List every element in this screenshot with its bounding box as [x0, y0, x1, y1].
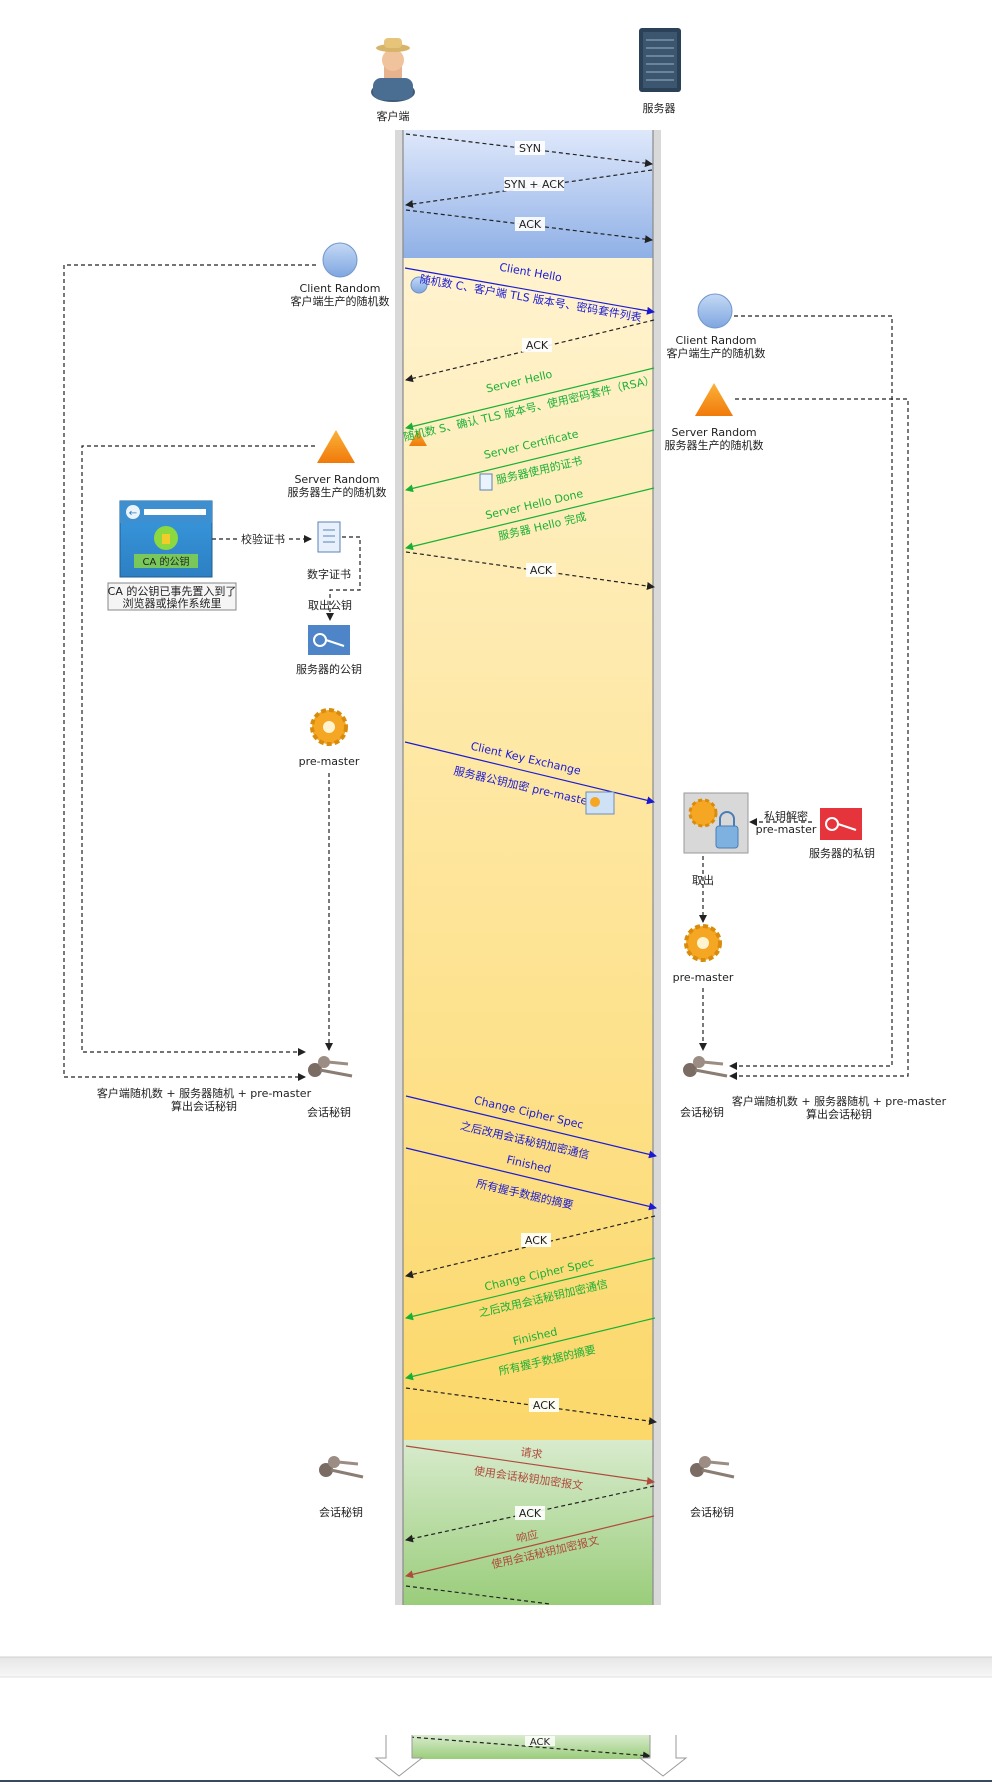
left-premaster-label: pre-master [299, 755, 360, 768]
app-phase-band [403, 1440, 653, 1605]
extract-pubkey-label: 取出公钥 [308, 598, 352, 612]
server-random-token-icon [409, 430, 427, 446]
right-app-session-key-label: 会话秘钥 [690, 1505, 734, 1519]
server-ccs-arrow [405, 1257, 656, 1321]
ack-label-4: ACK [525, 1234, 548, 1247]
right-client-random-feed [729, 315, 893, 1070]
ack-label-2: ACK [526, 339, 549, 352]
ack-label-continued: ACK [530, 1737, 551, 1748]
server-random-triangle-icon [317, 430, 355, 463]
client-random-token-icon [410, 276, 428, 294]
server-label: 服务器 [643, 102, 676, 115]
client-random-circle-icon [322, 242, 358, 278]
right-premaster-gear-icon [684, 924, 722, 962]
server-finished-arrow [405, 1317, 656, 1381]
left-session-key-label: 会话秘钥 [307, 1105, 351, 1119]
bottom-edge [0, 1780, 992, 1782]
client-ccs-arrow [405, 1095, 657, 1159]
left-client-random-desc: 客户端生产的随机数 [291, 294, 390, 308]
response-arrow [405, 1515, 655, 1579]
right-formula-line1: 客户端随机数 + 服务器随机 + pre-master [732, 1094, 947, 1108]
right-session-key-label: 会话秘钥 [680, 1105, 724, 1119]
digital-cert-label: 数字证书 [307, 567, 351, 581]
certificate-icon [479, 473, 493, 491]
right-client-random-title: Client Random [676, 334, 757, 347]
verify-cert-label: 校验证书 [241, 532, 285, 546]
server-public-key-icon [308, 625, 350, 655]
request-title: 请求 [520, 1446, 544, 1462]
right-client-random: Client Random 客户端生产的随机数 [667, 293, 766, 360]
left-server-random-desc: 服务器生产的随机数 [288, 485, 387, 499]
ack-label-5: ACK [533, 1399, 556, 1412]
tcp-handshake: SYN SYN + ACK ACK [405, 133, 653, 244]
left-premaster-gear-icon [310, 708, 348, 746]
left-session-key-icon [308, 1056, 353, 1078]
client-label: 客户端 [377, 109, 410, 123]
ack-label-3: ACK [530, 564, 553, 577]
ack-label-6: ACK [519, 1507, 542, 1520]
synack-label: SYN + ACK [504, 178, 565, 191]
right-premaster-label: pre-master [673, 971, 734, 984]
left-formula-line1: 客户端随机数 + 服务器随机 + pre-master [97, 1086, 312, 1100]
ca-note-box [107, 582, 237, 611]
scroll-down-arrow-left-icon[interactable] [374, 1735, 424, 1777]
right-client-random-circle-icon [697, 293, 733, 329]
server-privkey-label: 服务器的私钥 [809, 846, 875, 860]
server-hello-arrow [405, 367, 655, 431]
server-icon [639, 28, 681, 92]
left-server-random: Server Random 服务器生产的随机数 [288, 430, 387, 499]
right-client-random-desc: 客户端生产的随机数 [667, 346, 766, 360]
extract-pubkey-arrow [326, 536, 361, 621]
left-app-session-key-label: 会话秘钥 [319, 1505, 363, 1519]
right-formula-line2: 算出会话秘钥 [806, 1107, 872, 1121]
server-pubkey-label: 服务器的公钥 [296, 662, 362, 676]
right-server-random-desc: 服务器生产的随机数 [665, 438, 764, 452]
left-client-random-feed [63, 264, 316, 1081]
left-server-random-title: Server Random [294, 473, 379, 486]
client-finished-arrow [405, 1147, 657, 1211]
response-title: 响应 [515, 1527, 540, 1546]
left-formula-line2: 算出会话秘钥 [171, 1099, 237, 1113]
lane-frame [395, 130, 661, 1605]
right-server-random-title: Server Random [671, 426, 756, 439]
right-server-random-feed [729, 398, 909, 1080]
server-hello-done-arrow [405, 487, 655, 551]
right-server-random-triangle-icon [695, 383, 733, 416]
server-private-key-icon [820, 808, 862, 840]
right-session-key-icon [683, 1056, 728, 1078]
right-server-random: Server Random 服务器生产的随机数 [665, 383, 764, 452]
decrypt-lock-icon [683, 792, 749, 854]
digital-certificate-icon [317, 521, 341, 553]
ca-box-label: CA 的公钥 [142, 555, 189, 568]
decrypt-line2: pre-master [756, 823, 817, 836]
page-break-divider [0, 1657, 992, 1677]
ca-back-icon: ← [129, 508, 137, 519]
right-app-session-key-icon [690, 1456, 735, 1479]
continued-page-fragment: ACK [374, 1735, 688, 1777]
ack-arrow-7-partial [405, 1585, 551, 1605]
left-server-random-feed [81, 445, 315, 1056]
ack-label: ACK [519, 218, 542, 231]
left-client-random: Client Random 客户端生产的随机数 [291, 242, 390, 308]
client-hello-arrow [404, 267, 655, 315]
ca-note-line1: CA 的公钥已事先置入到了 [108, 584, 237, 598]
syn-label: SYN [519, 142, 541, 155]
request-arrow [405, 1445, 655, 1485]
ca-public-key-box: ← CA 的公钥 [119, 500, 213, 578]
ack-arrow [405, 209, 653, 244]
left-client-random-title: Client Random [300, 282, 381, 295]
server-certificate-arrow [405, 429, 655, 493]
left-app-session-key-icon [319, 1456, 364, 1479]
decrypt-line1: 私钥解密 [764, 809, 808, 823]
syn-arrow [405, 133, 653, 168]
ca-note-line2: 浏览器或操作系统里 [123, 596, 222, 610]
client-avatar [371, 38, 415, 102]
scroll-down-arrow-right-icon[interactable] [638, 1735, 688, 1777]
